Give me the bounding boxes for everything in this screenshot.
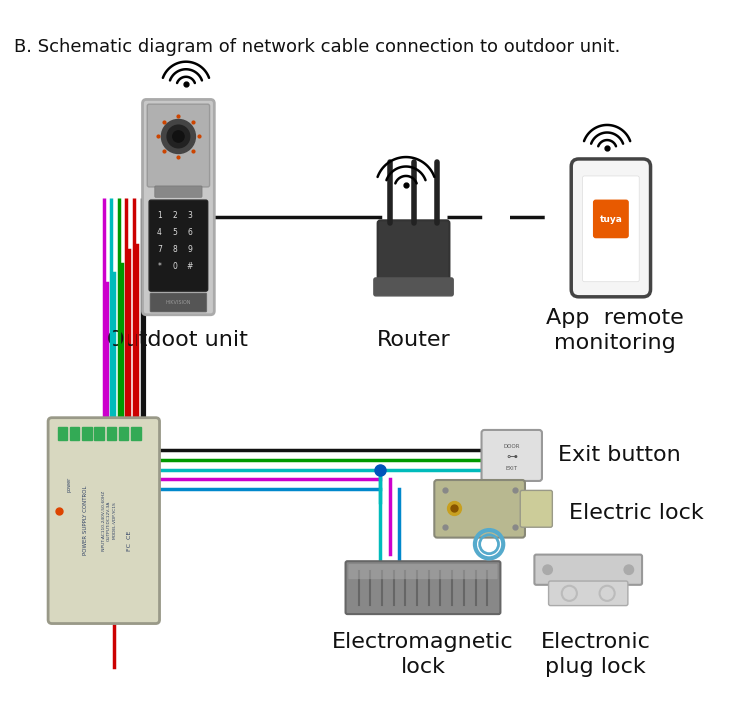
FancyBboxPatch shape [482,430,542,481]
FancyBboxPatch shape [535,555,642,585]
Text: 5: 5 [172,228,177,236]
FancyBboxPatch shape [572,159,650,297]
FancyBboxPatch shape [583,176,639,282]
Text: *: * [158,262,161,270]
FancyBboxPatch shape [147,104,209,187]
FancyBboxPatch shape [149,200,208,291]
FancyBboxPatch shape [154,186,202,197]
Bar [94,427,104,440]
FancyBboxPatch shape [349,564,497,579]
Text: Router: Router [376,330,451,350]
Text: EXIT: EXIT [506,466,518,471]
Text: DOOR: DOOR [503,443,520,448]
Text: 4: 4 [157,228,162,236]
FancyBboxPatch shape [346,561,500,614]
Text: 8: 8 [172,244,177,254]
Text: Electromagnetic
lock: Electromagnetic lock [332,632,514,677]
Text: 6: 6 [188,228,192,236]
Bar [119,427,128,440]
Text: FC  CE: FC CE [128,530,132,551]
Text: ⊶: ⊶ [506,453,518,462]
Circle shape [161,119,196,153]
Circle shape [167,125,190,147]
FancyBboxPatch shape [593,200,628,239]
Bar [70,427,80,440]
Bar [131,427,141,440]
Circle shape [624,565,634,575]
Text: INPUT:AC110-240V,50-60HZ
OUTPUT:DC12V,3A
MODEL:VDP-YC1S: INPUT:AC110-240V,50-60HZ OUTPUT:DC12V,3A… [102,490,116,551]
FancyBboxPatch shape [150,293,207,312]
Text: Outdoot unit: Outdoot unit [107,330,248,350]
Text: 1: 1 [158,210,162,220]
FancyBboxPatch shape [48,418,160,623]
FancyBboxPatch shape [520,490,552,527]
Text: Exit button: Exit button [558,445,681,466]
Text: 9: 9 [188,244,192,254]
Bar [82,427,92,440]
Text: POWER SUPPLY CONTROL: POWER SUPPLY CONTROL [82,486,88,555]
FancyBboxPatch shape [548,581,628,606]
Text: tuya: tuya [599,215,622,224]
Bar [106,427,116,440]
Text: 3: 3 [188,210,192,220]
Circle shape [172,131,184,142]
Text: App  remote
monitoring: App remote monitoring [546,308,683,353]
Text: HIKVISION: HIKVISION [166,300,191,305]
FancyBboxPatch shape [142,100,214,315]
Bar [58,427,67,440]
FancyBboxPatch shape [378,221,449,287]
Text: Electronic
plug lock: Electronic plug lock [541,632,651,677]
Text: 2: 2 [172,210,177,220]
FancyBboxPatch shape [434,480,525,538]
Text: #: # [187,262,193,270]
FancyBboxPatch shape [374,278,453,296]
Circle shape [543,565,552,575]
Text: 7: 7 [157,244,162,254]
Text: B. Schematic diagram of network cable connection to outdoor unit.: B. Schematic diagram of network cable co… [14,38,620,56]
Text: 0: 0 [172,262,177,270]
Text: Electric lock: Electric lock [569,503,704,523]
Text: power: power [67,476,72,492]
